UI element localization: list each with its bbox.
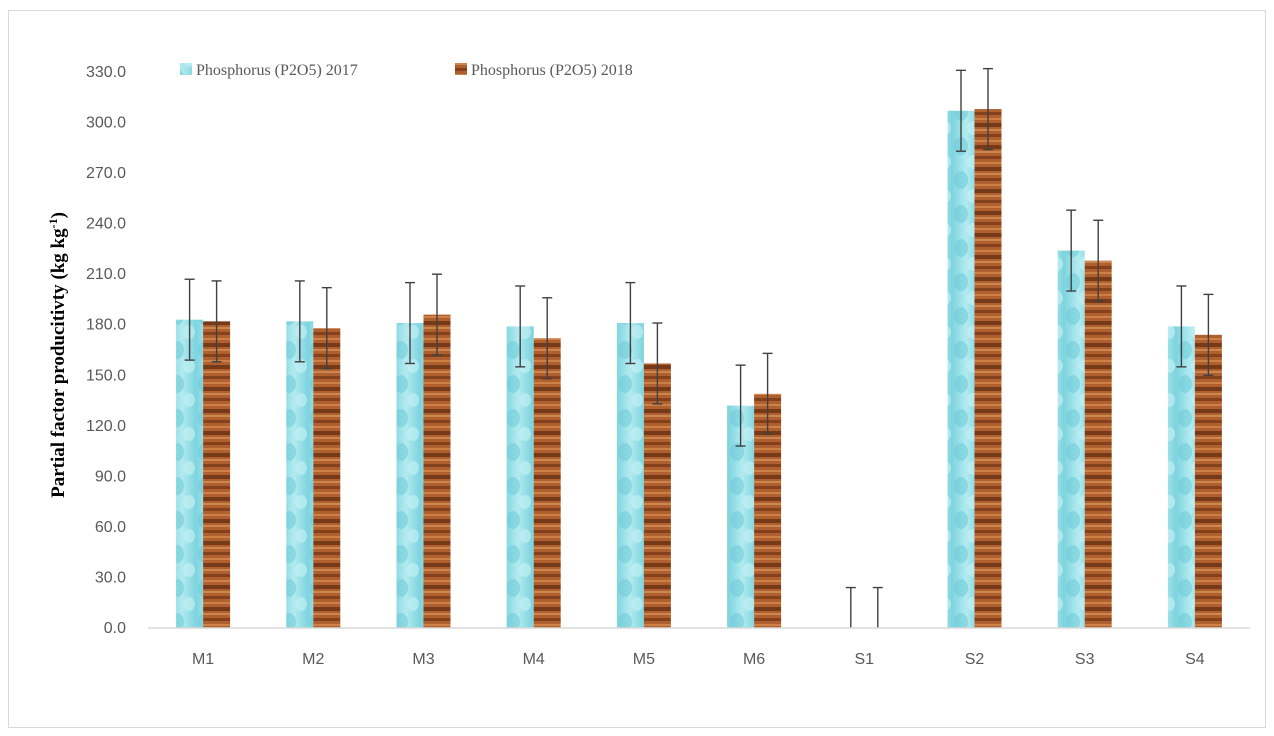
- error-bar: [845, 586, 856, 628]
- x-tick-label: M4: [523, 651, 545, 668]
- bar-2018-m4: [533, 338, 561, 628]
- error-bar: [1066, 209, 1077, 292]
- y-axis-label: Partial factor producitivty (kg kg-1): [46, 212, 69, 498]
- error-bar: [1093, 219, 1104, 302]
- error-bar: [872, 586, 883, 628]
- y-tick-label: 90.0: [95, 468, 126, 485]
- error-bar: [294, 280, 305, 363]
- x-tick-label: M6: [743, 651, 765, 668]
- error-bar: [735, 364, 746, 447]
- legend-label: Phosphorus (P2O5) 2018: [471, 62, 633, 79]
- error-bar: [405, 281, 415, 365]
- bar-2018-m2: [313, 328, 341, 628]
- x-tick-label: S4: [1185, 651, 1205, 668]
- bar-2017-s4: [1167, 326, 1195, 628]
- x-tick-label: M1: [192, 651, 214, 668]
- error-bar: [432, 273, 442, 356]
- bar-2018-m3: [423, 314, 451, 628]
- bar-2017-m5: [616, 323, 644, 628]
- error-bar: [1203, 293, 1214, 376]
- bar-2017-m4: [506, 326, 534, 628]
- legend-swatch: [180, 63, 192, 75]
- x-tick-label: S2: [965, 651, 985, 668]
- legend-item: Phosphorus (P2O5) 2018: [455, 62, 633, 79]
- y-tick-label: 210.0: [86, 266, 126, 283]
- x-tick-label: S1: [855, 651, 875, 668]
- y-tick-label: 120.0: [86, 418, 126, 435]
- bar-2018-s2: [974, 109, 1002, 629]
- error-bar: [625, 281, 636, 365]
- error-bar: [184, 278, 195, 361]
- bar-2017-m2: [286, 321, 314, 628]
- y-tick-label: 60.0: [95, 519, 126, 536]
- legend-label: Phosphorus (P2O5) 2017: [196, 62, 358, 79]
- error-bar: [983, 67, 993, 151]
- error-bar: [515, 285, 526, 368]
- bar-2018-s4: [1194, 334, 1222, 628]
- bar-2018-s3: [1084, 260, 1112, 628]
- y-tick-label: 330.0: [86, 64, 126, 81]
- error-bar: [321, 286, 332, 370]
- bar-2017-s2: [947, 110, 975, 628]
- x-tick-label: S3: [1075, 651, 1095, 668]
- bar-2018-m5: [643, 363, 671, 628]
- error-bar: [1176, 285, 1187, 368]
- bar-2018-m1: [203, 321, 231, 628]
- y-tick-label: 240.0: [86, 216, 126, 233]
- error-bar: [211, 280, 222, 363]
- y-tick-label: 0.0: [104, 620, 126, 637]
- x-tick-label: M5: [633, 651, 655, 668]
- x-tick-label: M3: [412, 651, 434, 668]
- legend-item: Phosphorus (P2O5) 2017: [180, 62, 358, 79]
- error-bar: [542, 297, 553, 380]
- y-tick-label: 270.0: [86, 165, 126, 182]
- y-tick-label: 150.0: [86, 367, 126, 384]
- error-bar: [762, 352, 773, 435]
- bar-2017-m1: [176, 319, 204, 628]
- x-tick-label: M2: [302, 651, 324, 668]
- y-tick-label: 300.0: [86, 115, 126, 132]
- error-bar: [652, 322, 663, 405]
- error-bar: [956, 69, 966, 152]
- y-tick-label: 180.0: [86, 317, 126, 334]
- bar-2017-s3: [1057, 250, 1085, 628]
- bar-2017-m3: [396, 323, 424, 628]
- y-tick-label: 30.0: [95, 569, 126, 586]
- legend-swatch: [455, 63, 467, 75]
